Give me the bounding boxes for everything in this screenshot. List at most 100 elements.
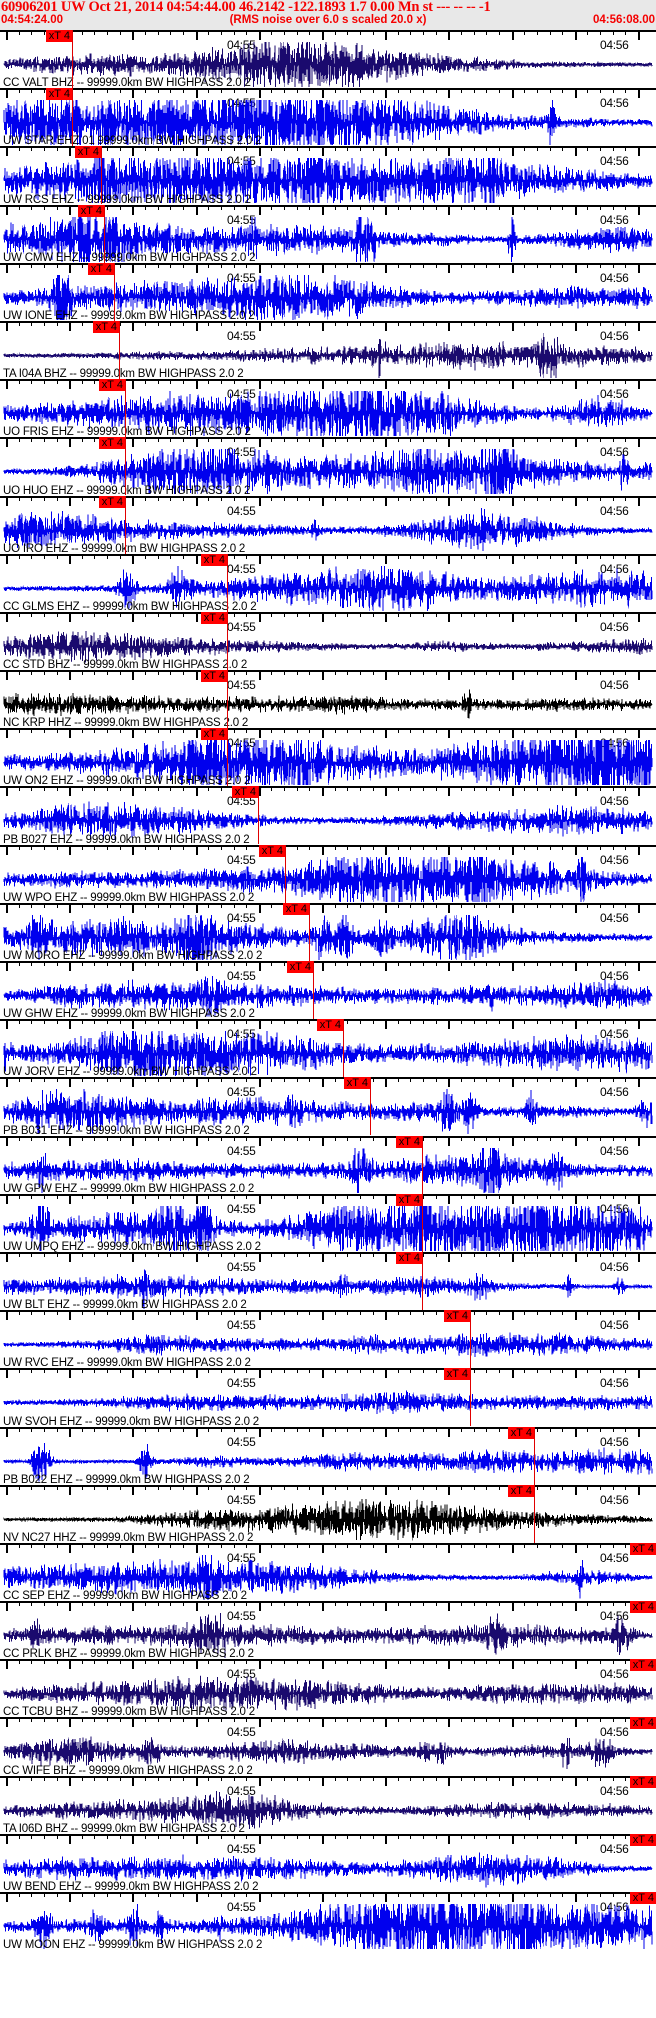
- trace-row[interactable]: 04:55 04:56 xT 4 UW IONE EHZ -- 99999.0km B…: [0, 262, 656, 321]
- axis-tick-major: [512, 961, 514, 971]
- axis-tick-minor: [537, 1368, 538, 1374]
- axis-tick-minor: [221, 1892, 222, 1897]
- axis-tick-minor: [82, 611, 83, 617]
- axis-tick-minor: [183, 88, 184, 94]
- trace-row[interactable]: 04:55 04:56 xT 4 CC SEP EHZ -- 99999.0km BW…: [0, 1542, 656, 1602]
- axis-tick-major: [6, 670, 8, 681]
- axis-tick-minor: [486, 379, 487, 385]
- axis-tick-minor: [474, 670, 475, 676]
- axis-tick-minor: [271, 902, 272, 908]
- trace-row[interactable]: 04:55 04:56 xT 4 UW MOON EHZ -- 99999.0km B…: [0, 1892, 656, 1951]
- trace-row[interactable]: 04:55 04:56 xT 4 NV NC27 HHZ -- 99999.0km B…: [0, 1484, 656, 1543]
- trace-row[interactable]: 04:55 04:56 xT 4 UW STAR EHZ 01 99999.0km B…: [0, 88, 656, 147]
- axis-tick-major: [69, 495, 71, 506]
- trace-row[interactable]: 04:55 04:56 xT 4 UW UMPQ EHZ -- 99999.0km B…: [0, 1193, 656, 1252]
- axis-tick-minor: [423, 786, 424, 792]
- axis-tick-major: [69, 1833, 71, 1844]
- axis-tick-minor: [398, 379, 399, 385]
- trace-row[interactable]: 04:55 04:56 xT 4 UW SVOH EHZ -- 99999.0km B…: [0, 1368, 656, 1427]
- trace-row[interactable]: 04:55 04:56 xT 4 UW RVC EHZ -- 99999.0km BW…: [0, 1310, 656, 1369]
- trace-row[interactable]: 04:55 04:56 xT 4 UW GPW EHZ -- 99999.0km BW…: [0, 1135, 656, 1194]
- axis-tick-minor: [31, 1077, 32, 1083]
- axis-tick-major: [575, 320, 577, 331]
- trace-row[interactable]: 04:55 04:56 xT 4 CC TCBU BHZ -- 99999.0km B…: [0, 1659, 656, 1718]
- trace-row[interactable]: 04:55 04:56 xT 4 UW CMW EHZ -- 99999.0km BW…: [0, 204, 656, 263]
- trace-row[interactable]: 04:55 04:56 xT 4 UW WPO EHZ -- 99999.0km BW…: [0, 844, 656, 903]
- axis-tick-minor: [373, 379, 374, 385]
- axis-tick-minor: [499, 670, 500, 676]
- phase-marker-label: xT 4: [395, 1251, 422, 1264]
- trace-row[interactable]: 04:55 04:56 xT 4 CC STD BHZ -- 99999.0km BW…: [0, 611, 656, 671]
- axis-tick-major: [196, 1251, 198, 1262]
- axis-tick-minor: [347, 495, 348, 501]
- time-axis: [0, 553, 656, 565]
- axis-tick-major: [259, 1426, 261, 1437]
- axis-tick-minor: [57, 1368, 58, 1374]
- axis-tick-major: [132, 961, 134, 971]
- axis-tick-major: [132, 611, 134, 622]
- axis-tick-minor: [31, 844, 32, 850]
- axis-tick-minor: [373, 30, 374, 35]
- axis-tick-major: [385, 1019, 387, 1030]
- trace-row[interactable]: 04:55 04:56 xT 4 PB B022 EHZ -- 99999.0km B…: [0, 1426, 656, 1485]
- axis-tick-minor: [474, 437, 475, 443]
- axis-tick-minor: [537, 437, 538, 443]
- axis-tick-major: [196, 146, 198, 157]
- trace-row[interactable]: 04:55 04:56 xT 4 UW MORO EHZ -- 99999.0km B…: [0, 902, 656, 961]
- axis-tick-minor: [271, 1077, 272, 1083]
- axis-tick-minor: [297, 379, 298, 385]
- trace-row[interactable]: 04:55 04:56 xT 4 UO FRIS EHZ -- 99999.0km B…: [0, 379, 656, 438]
- trace-row[interactable]: 04:55 04:56 xT 4 UO IRO EHZ -- 99999.0km BW…: [0, 495, 656, 554]
- trace-row[interactable]: 04:55 04:56 xT 4 UW ON2 EHZ -- 99999.0km BW…: [0, 728, 656, 787]
- axis-time-label: 04:56: [600, 96, 629, 111]
- axis-tick-major: [259, 30, 261, 40]
- time-axis: [0, 902, 656, 914]
- waveform: [3, 100, 653, 146]
- trace-row[interactable]: 04:55 04:56 xT 4 UW JORV EHZ -- 99999.0km B…: [0, 1019, 656, 1078]
- trace-row[interactable]: 04:55 04:56 xT 4 PB B031 EHZ -- 99999.0km B…: [0, 1077, 656, 1136]
- trace-row[interactable]: 04:55 04:56 xT 4 UO HUO EHZ -- 99999.0km BW…: [0, 437, 656, 496]
- axis-tick-minor: [94, 1310, 95, 1316]
- trace-row[interactable]: 04:55 04:56 xT 4 PB B027 EHZ -- 99999.0km B…: [0, 786, 656, 845]
- axis-tick-minor: [44, 844, 45, 850]
- trace-row[interactable]: 04:55 04:56 xT 4 UW RCS EHZ -- 99999.0km BW…: [0, 146, 656, 205]
- axis-tick-minor: [246, 1426, 247, 1432]
- axis-tick-minor: [94, 1775, 95, 1781]
- axis-tick-minor: [57, 262, 58, 268]
- axis-tick-minor: [461, 146, 462, 152]
- axis-tick-minor: [461, 1833, 462, 1839]
- axis-tick-major: [448, 1775, 450, 1786]
- trace-row[interactable]: 04:55 04:56 xT 4 TA I06D BHZ -- 99999.0km B…: [0, 1775, 656, 1834]
- trace-row[interactable]: 04:55 04:56 xT 4 TA I04A BHZ -- 99999.0km B…: [0, 320, 656, 380]
- axis-tick-minor: [499, 1892, 500, 1897]
- axis-tick-minor: [524, 1601, 525, 1607]
- axis-tick-minor: [360, 1426, 361, 1432]
- axis-tick-minor: [19, 1077, 20, 1083]
- trace-row[interactable]: 04:55 04:56 xT 4 NC KRP HHZ -- 99999.0km BW…: [0, 670, 656, 729]
- time-axis: [0, 786, 656, 797]
- axis-tick-major: [69, 437, 71, 448]
- trace-row[interactable]: 04:55 04:56 xT 4 CC GLMS EHZ -- 99999.0km B…: [0, 553, 656, 612]
- axis-tick-minor: [297, 1019, 298, 1025]
- axis-tick-minor: [423, 30, 424, 35]
- axis-tick-minor: [271, 1310, 272, 1316]
- axis-tick-minor: [600, 1892, 601, 1897]
- axis-tick-minor: [82, 262, 83, 268]
- phase-marker-line: [422, 1135, 424, 1194]
- trace-row[interactable]: 04:55 04:56 xT 4 CC VALT BHZ -- 99999.0km B…: [0, 30, 656, 89]
- axis-tick-minor: [234, 1251, 235, 1257]
- axis-tick-minor: [600, 1251, 601, 1257]
- trace-row[interactable]: 04:55 04:56 xT 4 UW BLT EHZ -- 99999.0km BW…: [0, 1251, 656, 1311]
- trace-row[interactable]: 04:55 04:56 xT 4 CC WIFE BHZ -- 99999.0km B…: [0, 1717, 656, 1776]
- axis-tick-major: [6, 1135, 8, 1146]
- axis-tick-minor: [600, 1135, 601, 1141]
- trace-row[interactable]: 04:55 04:56 xT 4 CC PRLK BHZ -- 99999.0km B…: [0, 1601, 656, 1660]
- axis-tick-minor: [297, 1484, 298, 1490]
- phase-marker-label: xT 4: [74, 146, 101, 159]
- axis-tick-minor: [234, 1135, 235, 1141]
- trace-row[interactable]: 04:55 04:56 xT 4 UW GHW EHZ -- 99999.0km BW…: [0, 961, 656, 1020]
- trace-row[interactable]: 04:55 04:56 xT 4 UW BEND EHZ -- 99999.0km B…: [0, 1833, 656, 1892]
- header-bar: 60906201 UW Oct 21, 2014 04:54:44.00 46.…: [0, 0, 656, 30]
- axis-tick-minor: [107, 1077, 108, 1083]
- axis-tick-minor: [335, 1251, 336, 1257]
